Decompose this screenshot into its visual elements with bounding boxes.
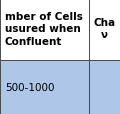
Text: mber of Cells
usured when
Confluent: mber of Cells usured when Confluent	[5, 12, 83, 46]
Text: 500-1000: 500-1000	[5, 82, 54, 92]
Bar	[0, 0, 89, 60]
Text: Cha
ν: Cha ν	[94, 18, 116, 40]
Bar	[0, 60, 89, 114]
Bar	[89, 60, 120, 114]
Bar	[89, 0, 120, 60]
